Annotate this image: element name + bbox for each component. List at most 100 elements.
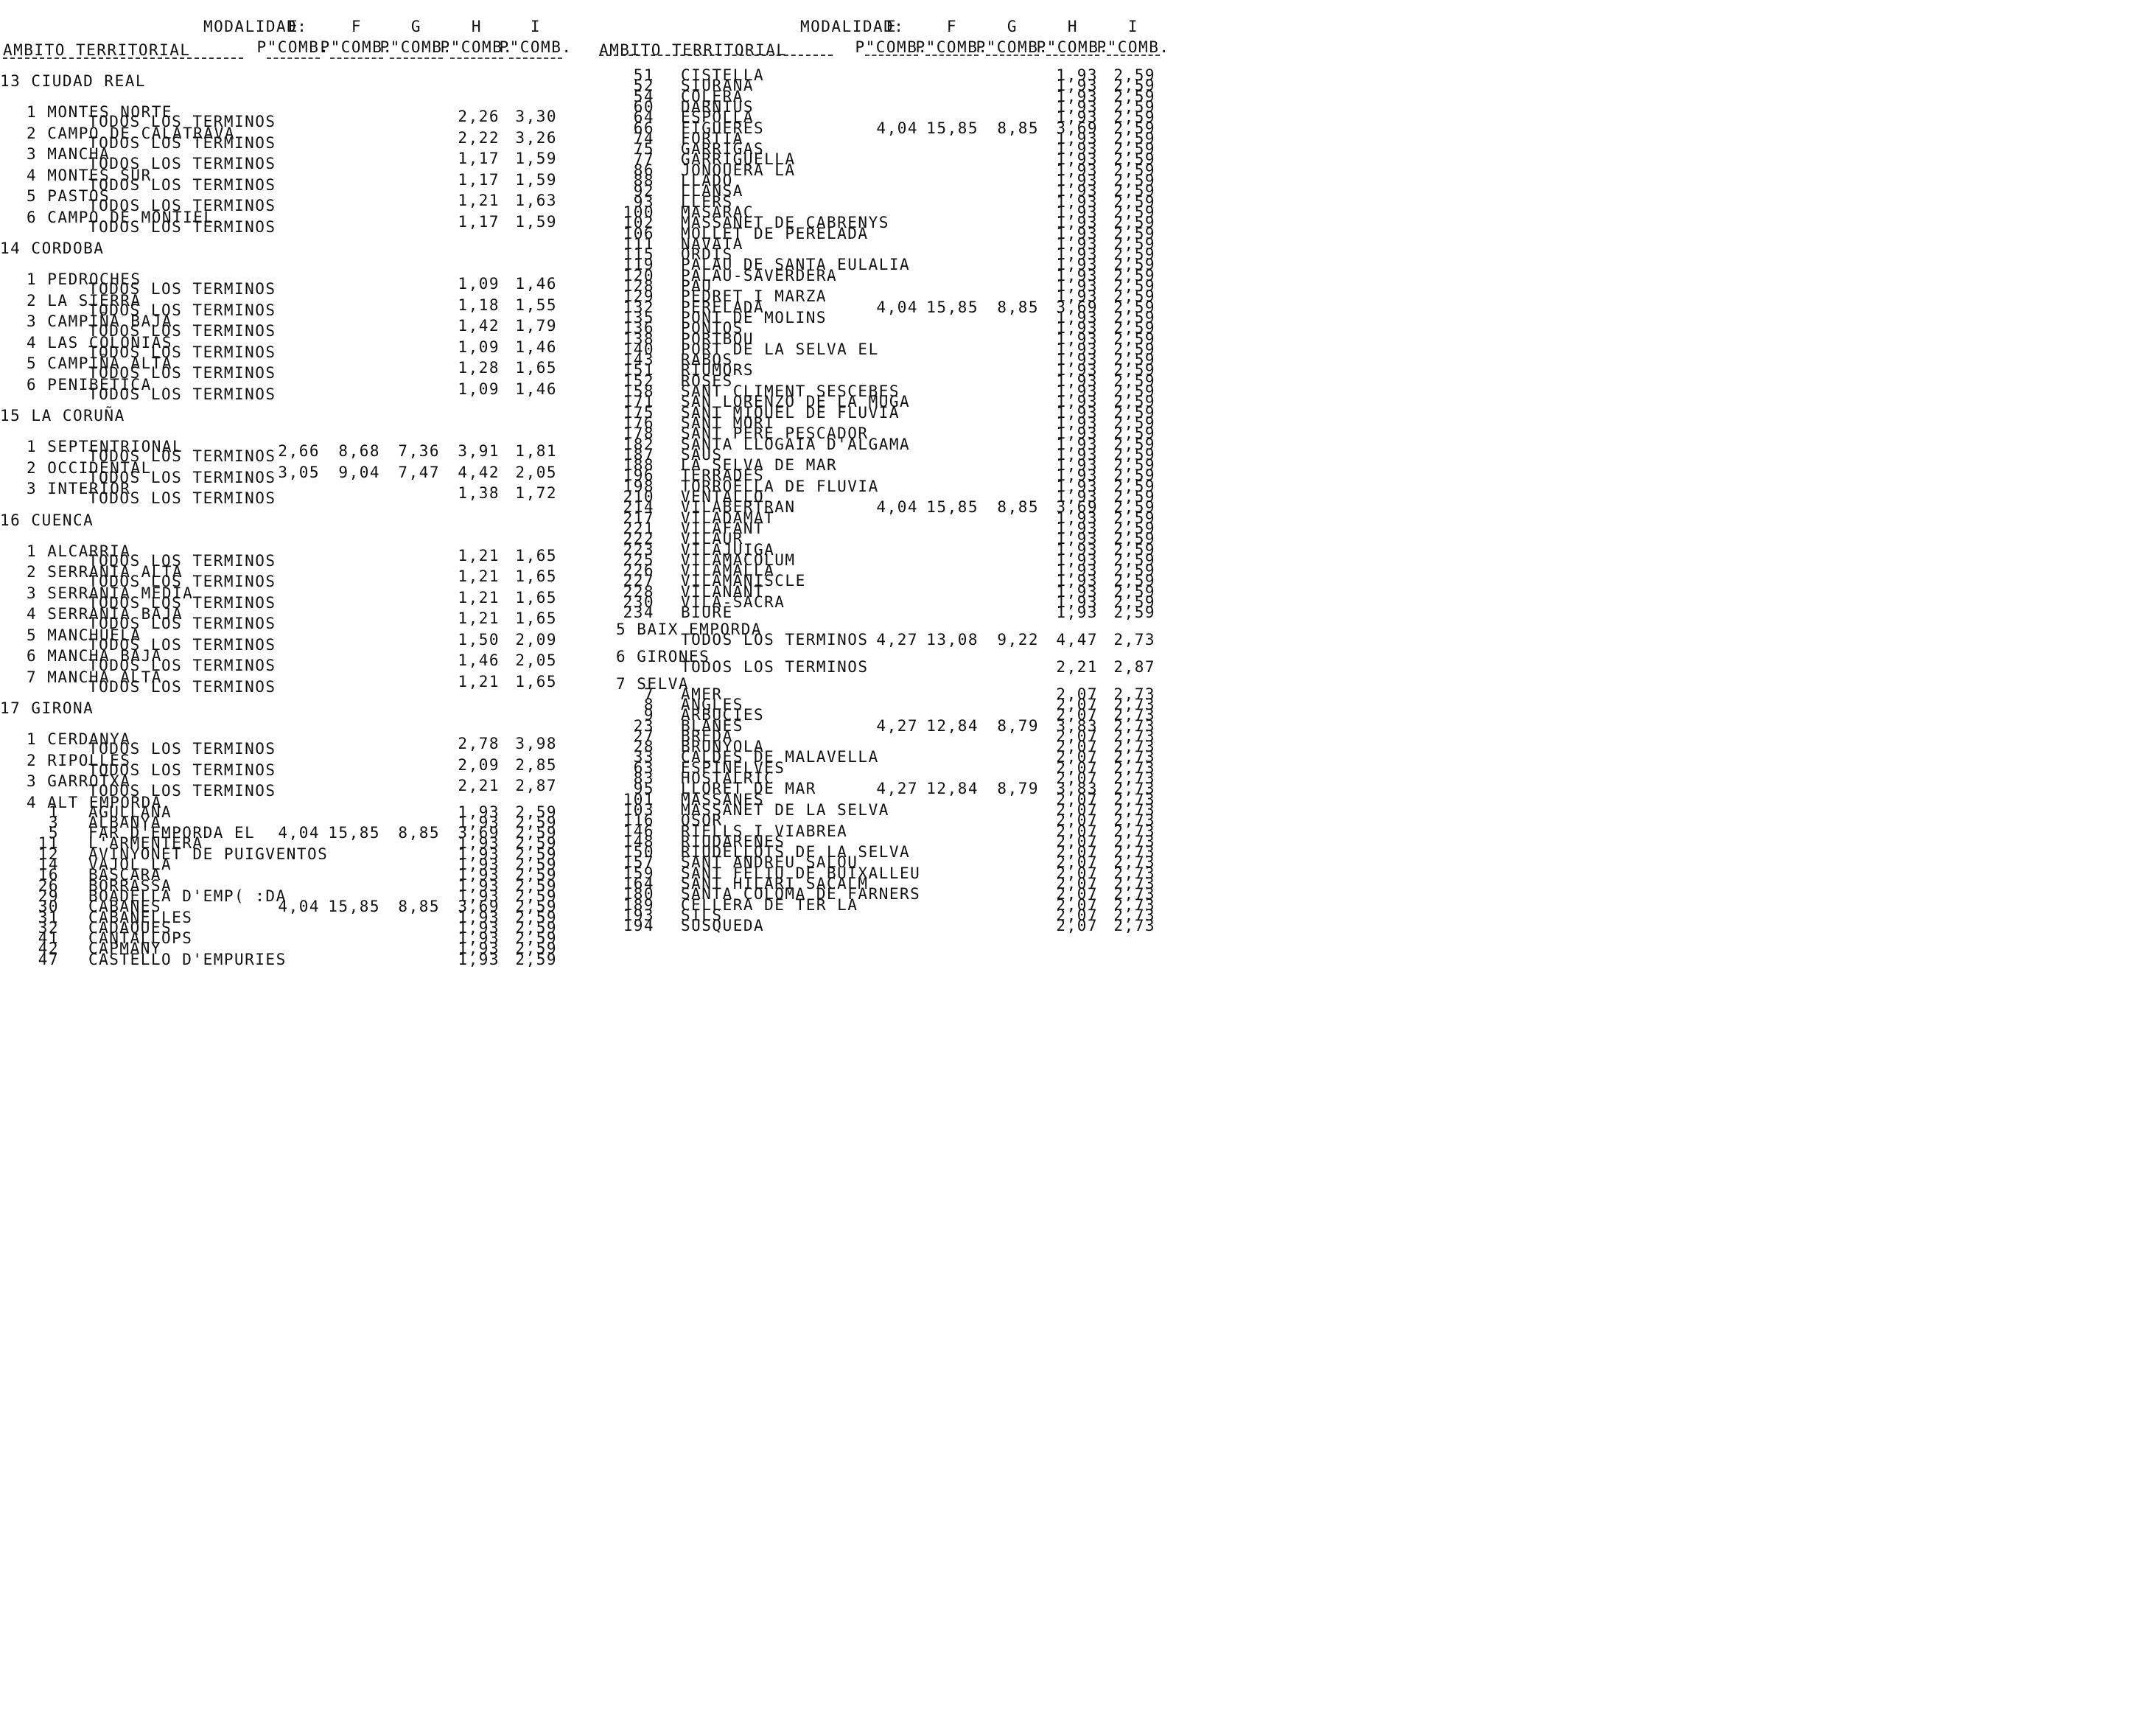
ambito-underline	[599, 55, 833, 56]
value-cell: 1,59	[515, 150, 557, 167]
modalidad-letter-G: G	[1007, 18, 1018, 35]
modalidad-letter-E: E	[886, 18, 897, 35]
municipality-code: 138	[623, 329, 654, 348]
value-cell: 2,73	[1113, 706, 1155, 724]
municipality-name: SILS	[681, 906, 723, 924]
value-cell: 2,59	[1113, 277, 1155, 295]
todos-los-terminos-row: TODOS LOS TERMINOS	[88, 615, 276, 632]
value-cell: 1,21	[458, 567, 500, 585]
value-cell: 2,59	[515, 856, 557, 873]
municipality-code: 152	[623, 371, 654, 390]
municipality-name: SANT CLIMENT SESCEBES	[681, 382, 900, 400]
municipality-code: 31	[38, 908, 59, 926]
value-cell: 2,59	[1113, 530, 1155, 548]
value-cell: 1,93	[458, 887, 500, 905]
value-cell: 1,93	[458, 940, 500, 958]
municipality-code: 180	[623, 885, 654, 904]
value-cell: 1,93	[1056, 466, 1098, 485]
municipality-name: VILAMANISCLE	[681, 572, 806, 590]
value-cell: 4,04	[278, 898, 320, 916]
municipality-name: SANT FELIU DE BUIXALLEU	[681, 864, 921, 882]
municipality-code: 223	[623, 540, 654, 559]
value-cell: 4,42	[458, 463, 500, 481]
value-cell: 1,28	[458, 359, 500, 377]
value-cell: 1,65	[515, 609, 557, 627]
municipality-code: 60	[633, 97, 654, 116]
value-cell: 2,59	[1113, 77, 1155, 95]
municipality-name: CASTELLO D'EMPURIES	[88, 950, 287, 968]
value-cell: 1,93	[1056, 308, 1098, 326]
municipality-code: 52	[633, 77, 654, 95]
comarca-heading: 1 ALCARRIA	[27, 542, 131, 560]
value-cell: 2,59	[515, 803, 557, 821]
value-cell: 1,93	[1056, 77, 1098, 95]
municipality-name: FORTIA	[681, 129, 743, 147]
municipality-code: 77	[633, 150, 654, 169]
municipality-name: FAR D'EMPORDA EL	[88, 824, 256, 842]
value-cell: 2,59	[1113, 308, 1155, 326]
value-cell: 1,46	[515, 275, 557, 293]
municipality-name: VILANANT	[681, 582, 765, 601]
value-cell: 2,73	[1113, 695, 1155, 713]
value-cell: 2,59	[515, 866, 557, 884]
municipality-name: ORDIS	[681, 245, 733, 264]
value-cell: 2,07	[1056, 685, 1098, 703]
value-cell: 2,73	[1113, 758, 1155, 777]
value-cell: 1,21	[458, 588, 500, 607]
value-cell: 2,21	[1056, 657, 1098, 676]
value-cell: 1,93	[458, 856, 500, 873]
municipality-code: 5	[48, 824, 59, 842]
municipality-name: VILADAMAT	[681, 508, 775, 527]
value-cell: 2,73	[1113, 727, 1155, 745]
municipality-name: SANTA COLOMA DE FARNERS	[681, 885, 921, 904]
value-cell: 2,07	[1056, 843, 1098, 862]
value-cell: 2,07	[1056, 800, 1098, 819]
value-cell: 1,93	[1056, 413, 1098, 432]
municipality-code: 103	[623, 800, 654, 819]
municipality-name: VILAMALLA	[681, 562, 775, 580]
municipality-code: 74	[633, 129, 654, 147]
value-cell: 2,07	[1056, 790, 1098, 808]
column-underline	[1046, 55, 1099, 56]
modalidad-letter-H: H	[471, 18, 483, 35]
comarca-heading: 3 SERRANIA MEDIA	[27, 584, 194, 602]
value-cell: 2,73	[1113, 843, 1155, 862]
municipality-code: 129	[623, 287, 654, 306]
municipality-name: VILAFANT	[681, 519, 765, 537]
municipality-code: 101	[623, 790, 654, 808]
value-cell: 1,93	[458, 929, 500, 948]
value-cell: 2,59	[1113, 477, 1155, 495]
value-cell: 2,59	[1113, 456, 1155, 475]
municipality-name: MASSANES	[681, 790, 765, 808]
municipality-name: PONT DE MOLINS	[681, 308, 827, 326]
value-cell: 3,83	[1056, 716, 1098, 735]
municipality-code: 189	[623, 895, 654, 914]
municipality-name: AGULLANA	[88, 803, 172, 821]
value-cell: 1,59	[515, 212, 557, 231]
comarca-heading: 7 MANCHA ALTA	[27, 668, 162, 686]
municipality-name: LLADO	[681, 172, 733, 189]
value-cell: 1,93	[458, 908, 500, 926]
value-cell: 2,59	[1113, 214, 1155, 232]
value-cell: 1,93	[1056, 245, 1098, 264]
todos-los-terminos-row: TODOS LOS TERMINOS	[88, 343, 276, 361]
municipality-code: 11	[38, 834, 59, 853]
comarca-heading: 5 CAMPIÑA ALTA	[27, 354, 173, 372]
value-cell: 2,59	[1113, 224, 1155, 242]
value-cell: 2,59	[1113, 119, 1155, 137]
municipality-code: 151	[623, 361, 654, 380]
value-cell: 2,59	[1113, 319, 1155, 338]
municipality-code: 95	[633, 780, 654, 798]
comarca-heading: 4 SERRANIA BAJA	[27, 605, 183, 623]
value-cell: 1,93	[1056, 604, 1098, 622]
value-cell: 12,84	[926, 716, 979, 735]
column-heading-pcomb: P"COMB.	[976, 38, 1049, 56]
value-cell: 1,93	[1056, 287, 1098, 306]
municipality-name: SAN LORENZO DE LA MUGA	[681, 393, 911, 411]
modalidad-letter-I: I	[530, 18, 542, 35]
municipality-name: GARRIGUELLA	[681, 150, 796, 169]
municipality-code: 143	[623, 351, 654, 369]
municipality-name: FIGUERES	[681, 119, 765, 137]
value-cell: 2,07	[1056, 864, 1098, 882]
municipality-name: VAJOL LA	[88, 856, 172, 873]
